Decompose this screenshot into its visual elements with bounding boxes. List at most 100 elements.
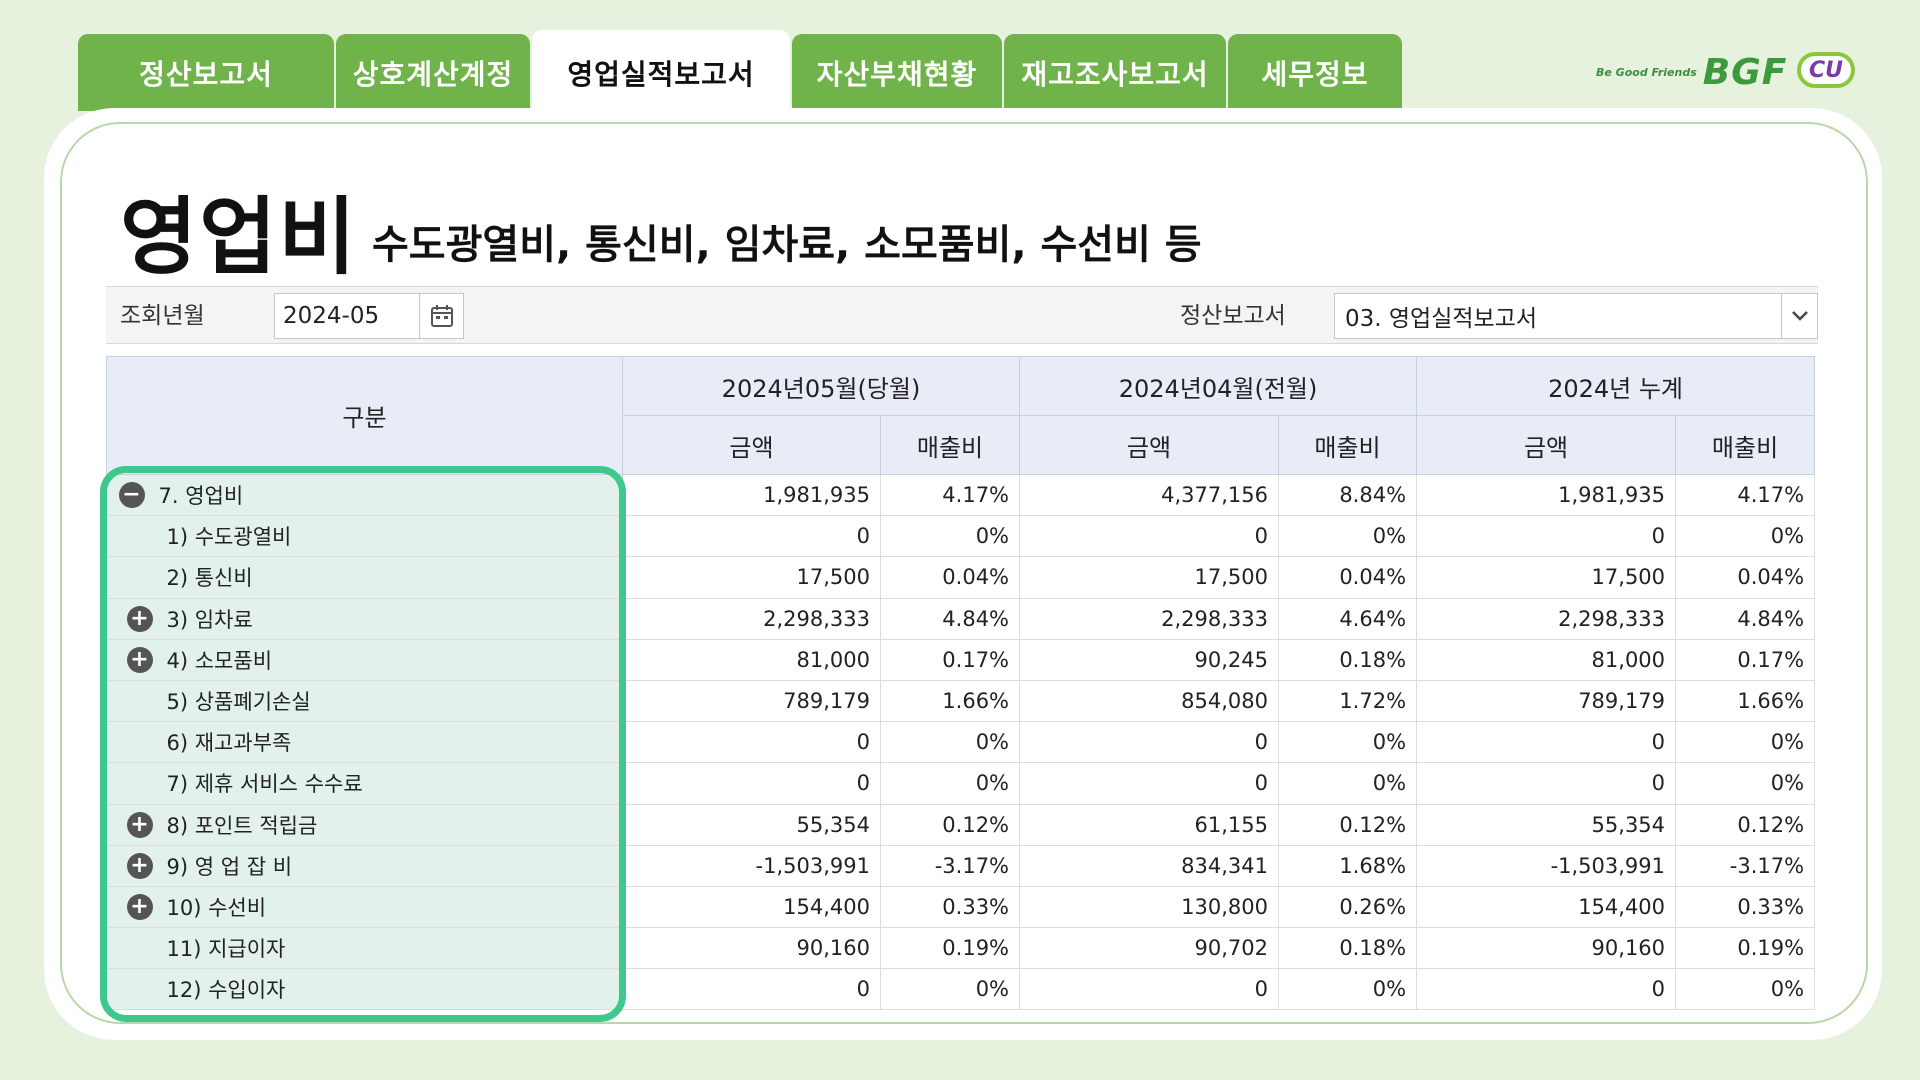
table-row[interactable]: +3) 임차료 2,298,333 4.84% 2,298,333 4.64% 2,298… <box>106 598 1816 640</box>
tab-asset-liability[interactable]: 자산부채현황 <box>792 34 1002 111</box>
amount-cell: 2,298,333 <box>622 598 881 640</box>
tab-tax-info[interactable]: 세무정보 <box>1228 34 1402 111</box>
period-label: 조회년월 <box>120 303 205 329</box>
sales-ratio-cell: 0.04% <box>1675 556 1816 599</box>
col-group-cumulative: 2024년 누계 <box>1416 356 1816 416</box>
col-group-current-month: 2024년05월(당월) <box>621 356 1021 416</box>
tab-sales-performance[interactable]: 영업실적보고서 <box>532 30 790 116</box>
sales-ratio-cell: 0% <box>1675 762 1816 805</box>
sales-ratio-cell: 0.18% <box>1278 639 1418 681</box>
amount-cell: 0 <box>1019 762 1280 805</box>
table-row[interactable]: 6) 재고과부족 0 0% 0 0% 0 0% <box>106 721 1816 764</box>
sales-ratio-cell: 8.84% <box>1278 474 1418 517</box>
amount-cell: -1,503,991 <box>622 845 881 887</box>
collapse-icon[interactable]: − <box>118 482 145 509</box>
sales-ratio-cell: -3.17% <box>1675 845 1816 887</box>
amount-cell: 834,341 <box>1019 845 1280 887</box>
col-header-sales-ratio: 매출비 <box>1278 415 1418 475</box>
row-label: 1) 수도광열비 <box>166 525 292 550</box>
sales-ratio-cell: 0% <box>1675 968 1816 1011</box>
row-category-cell: +10) 수선비 <box>106 886 623 929</box>
chevron-down-icon[interactable] <box>1781 294 1817 338</box>
calendar-icon[interactable] <box>419 294 463 338</box>
sales-ratio-cell: 0.04% <box>880 556 1021 599</box>
amount-cell: 90,160 <box>1416 927 1677 970</box>
amount-cell: 789,179 <box>1416 680 1677 723</box>
expand-icon[interactable]: + <box>126 893 153 920</box>
amount-cell: 0 <box>1416 515 1677 558</box>
table-body: −7. 영업비 1,981,935 4.17% 4,377,156 8.84% 1,981… <box>106 474 1816 1011</box>
amount-cell: 789,179 <box>622 680 881 723</box>
col-header-sales-ratio: 매출비 <box>1675 415 1816 475</box>
sales-ratio-cell: 0% <box>1675 721 1816 764</box>
amount-cell: 0 <box>1416 721 1677 764</box>
table-row[interactable]: +8) 포인트 적립금 55,354 0.12% 61,155 0.12% 55,354 0… <box>106 804 1816 846</box>
sales-ratio-cell: 0% <box>880 515 1021 558</box>
expand-icon[interactable]: + <box>126 852 153 879</box>
table-row[interactable]: +10) 수선비 154,400 0.33% 130,800 0.26% 154,400 0… <box>106 886 1816 929</box>
sales-ratio-cell: 0% <box>880 968 1021 1011</box>
row-label: 7) 제휴 서비스 수수료 <box>166 772 363 797</box>
col-header-amount: 금액 <box>622 415 881 475</box>
amount-cell: 0 <box>622 721 881 764</box>
amount-cell: 0 <box>1416 762 1677 805</box>
row-label: 2) 통신비 <box>166 566 253 591</box>
table-row[interactable]: 2) 통신비 17,500 0.04% 17,500 0.04% 17,500 0.04% <box>106 556 1816 599</box>
row-label: 6) 재고과부족 <box>166 731 292 756</box>
expand-icon[interactable]: + <box>126 605 153 632</box>
table-row[interactable]: −7. 영업비 1,981,935 4.17% 4,377,156 8.84% 1,981… <box>106 474 1816 517</box>
tab-settlement-report[interactable]: 정산보고서 <box>78 34 334 111</box>
row-category-cell: 6) 재고과부족 <box>106 721 623 764</box>
row-category-cell: 12) 수입이자 <box>106 968 623 1011</box>
amount-cell: -1,503,991 <box>1416 845 1677 887</box>
period-input[interactable]: 2024-05 <box>274 293 464 339</box>
table-row[interactable]: +9) 영 업 잡 비 -1,503,991 -3.17% 834,341 1.68% -… <box>106 845 1816 887</box>
row-category-cell: 7) 제휴 서비스 수수료 <box>106 762 623 805</box>
amount-cell: 0 <box>622 968 881 1011</box>
sales-ratio-cell: 0.18% <box>1278 927 1418 970</box>
sales-ratio-cell: -3.17% <box>880 845 1021 887</box>
sales-ratio-cell: 4.84% <box>1675 598 1816 640</box>
tab-inventory-report[interactable]: 재고조사보고서 <box>1004 34 1226 111</box>
row-category-cell: 5) 상품폐기손실 <box>106 680 623 723</box>
amount-cell: 90,245 <box>1019 639 1280 681</box>
row-category-cell: 11) 지급이자 <box>106 927 623 970</box>
cu-logo: CU <box>1797 52 1855 88</box>
sales-ratio-cell: 0% <box>1278 721 1418 764</box>
sales-ratio-cell: 0% <box>1675 515 1816 558</box>
table-row[interactable]: 12) 수입이자 0 0% 0 0% 0 0% <box>106 968 1816 1011</box>
tab-mutual-account[interactable]: 상호계산계정 <box>336 34 530 111</box>
sales-ratio-cell: 1.66% <box>880 680 1021 723</box>
amount-cell: 130,800 <box>1019 886 1280 929</box>
col-header-amount: 금액 <box>1019 415 1280 475</box>
table-row[interactable]: 11) 지급이자 90,160 0.19% 90,702 0.18% 90,160 0.19… <box>106 927 1816 970</box>
sales-ratio-cell: 0.33% <box>1675 886 1816 929</box>
sales-ratio-cell: 1.68% <box>1278 845 1418 887</box>
amount-cell: 90,160 <box>622 927 881 970</box>
sales-ratio-cell: 0.33% <box>880 886 1021 929</box>
row-label: 7. 영업비 <box>158 484 244 509</box>
sales-ratio-cell: 0.04% <box>1278 556 1418 599</box>
sales-ratio-cell: 4.17% <box>1675 474 1816 517</box>
table-row[interactable]: 1) 수도광열비 0 0% 0 0% 0 0% <box>106 515 1816 558</box>
page-title: 영업비 <box>120 188 358 286</box>
amount-cell: 0 <box>622 515 881 558</box>
amount-cell: 0 <box>1416 968 1677 1011</box>
report-tabs: 정산보고서 상호계산계정 영업실적보고서 자산부채현황 재고조사보고서 세무정보 <box>78 30 1404 116</box>
amount-cell: 17,500 <box>1019 556 1280 599</box>
table-row[interactable]: 7) 제휴 서비스 수수료 0 0% 0 0% 0 0% <box>106 762 1816 805</box>
row-label: 8) 포인트 적립금 <box>166 813 318 838</box>
period-value[interactable]: 2024-05 <box>283 303 380 329</box>
amount-cell: 61,155 <box>1019 804 1280 846</box>
table-row[interactable]: 5) 상품폐기손실 789,179 1.66% 854,080 1.72% 789,179… <box>106 680 1816 723</box>
expand-icon[interactable]: + <box>126 811 153 838</box>
report-select[interactable]: 03. 영업실적보고서 <box>1334 293 1818 339</box>
filter-bar: 조회년월 2024-05 정산보고서 03. 영업실적보고서 <box>106 286 1818 344</box>
report-select-value[interactable]: 03. 영업실적보고서 <box>1345 306 1538 332</box>
sales-ratio-cell: 0.12% <box>1675 804 1816 846</box>
amount-cell: 154,400 <box>1416 886 1677 929</box>
row-category-cell: +9) 영 업 잡 비 <box>106 845 623 887</box>
table-row[interactable]: +4) 소모품비 81,000 0.17% 90,245 0.18% 81,000 0.17… <box>106 639 1816 681</box>
expand-icon[interactable]: + <box>126 646 153 673</box>
amount-cell: 55,354 <box>1416 804 1677 846</box>
